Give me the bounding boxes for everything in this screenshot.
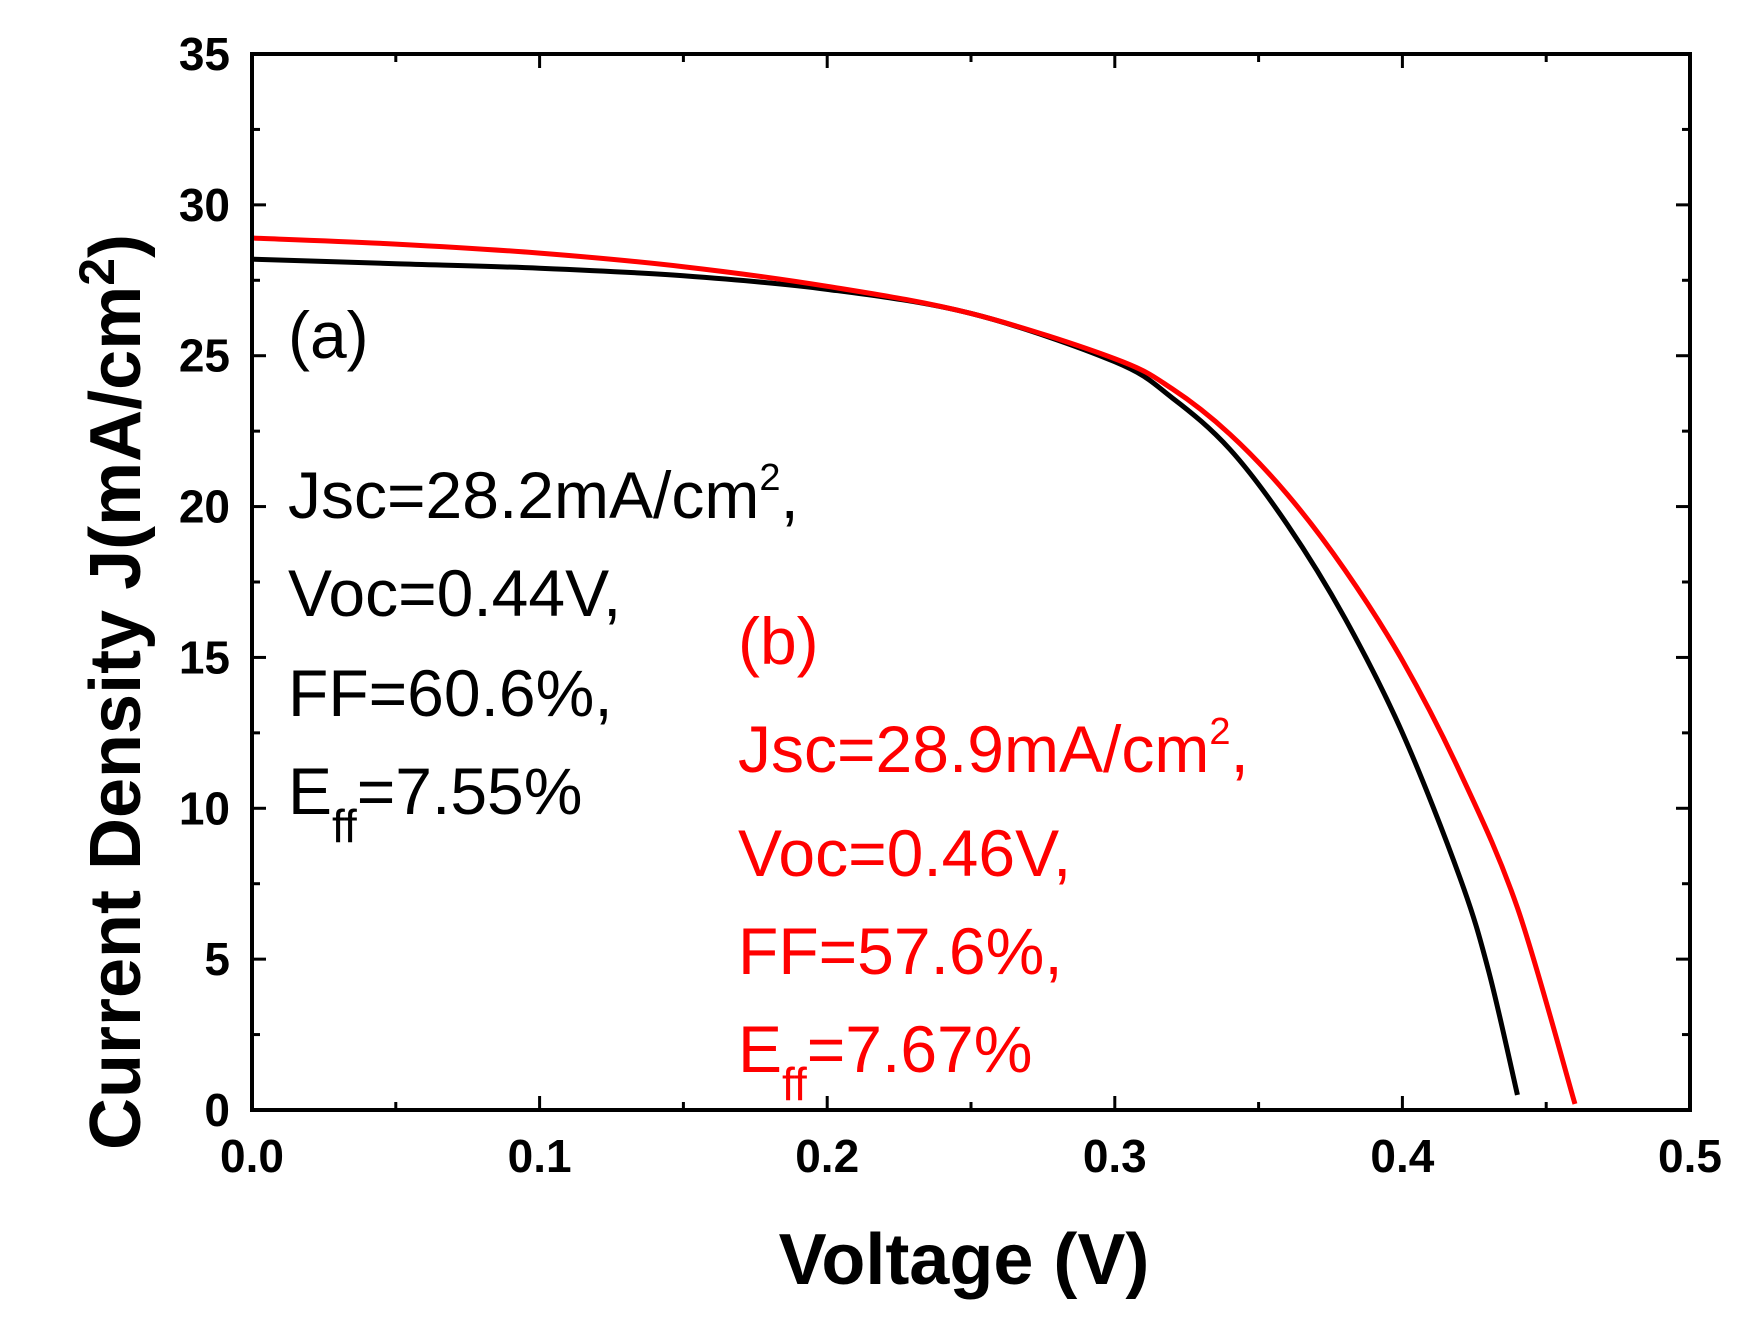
plot-frame xyxy=(250,52,1692,1112)
annotation-a-label: (a) xyxy=(288,298,369,372)
annotation-b-eff-e: E xyxy=(738,1012,782,1086)
y-axis-title: Current Density J(mA/cm2) xyxy=(69,234,156,1150)
annotation-b-eff: Eff=7.67% xyxy=(738,1012,1032,1110)
annotation-a-voc: Voc=0.44V, xyxy=(288,556,621,630)
annotation-a-jsc-base: Jsc=28.2mA/cm xyxy=(288,458,759,532)
annotation-b-ff: FF=57.6%, xyxy=(738,914,1063,988)
annotation-a-jsc-sup: 2 xyxy=(759,457,780,499)
annotation-a-eff-e: E xyxy=(288,754,332,828)
x-tick-label: 0.2 xyxy=(795,1130,859,1182)
annotation-a-jsc-tail: , xyxy=(780,458,798,532)
annotation-b-jsc: Jsc=28.9mA/cm2, xyxy=(738,711,1249,786)
x-tick-label: 0.5 xyxy=(1658,1130,1722,1182)
series-line-a xyxy=(251,256,1520,1096)
annotation-a-jsc: Jsc=28.2mA/cm2, xyxy=(288,457,799,532)
annotation-b: (b) Jsc=28.9mA/cm2, Voc=0.46V, FF=57.6%,… xyxy=(738,604,1249,1110)
annotation-b-jsc-tail: , xyxy=(1230,712,1248,786)
y-tick-label: 20 xyxy=(179,481,230,533)
annotation-a-eff-val: =7.55% xyxy=(357,754,583,828)
y-tick-label: 30 xyxy=(179,179,230,231)
y-axis-title-sup: 2 xyxy=(69,258,125,286)
annotation-b-label: (b) xyxy=(738,604,819,678)
y-tick-label: 5 xyxy=(204,933,230,985)
annotation-a-ff: FF=60.6%, xyxy=(288,656,613,730)
annotation-a-eff-sub: ff xyxy=(332,800,357,852)
y-tick-label: 10 xyxy=(179,782,230,834)
annotation-b-jsc-base: Jsc=28.9mA/cm xyxy=(738,712,1209,786)
x-axis-title: Voltage (V) xyxy=(779,1220,1150,1300)
y-tick-label: 0 xyxy=(204,1084,230,1136)
tick-labels: 0.0 0.1 0.2 0.3 0.4 0.5 0 5 10 15 20 25 30 35 xyxy=(179,28,1722,1182)
x-tick-label: 0.4 xyxy=(1370,1130,1434,1182)
series-line-b xyxy=(251,235,1578,1105)
y-axis-title-base: Current Density J(mA/cm xyxy=(76,286,156,1150)
annotation-b-eff-sub: ff xyxy=(782,1058,807,1110)
x-tick-label: 0.1 xyxy=(508,1130,572,1182)
annotation-b-jsc-sup: 2 xyxy=(1209,711,1230,753)
annotation-b-voc: Voc=0.46V, xyxy=(738,816,1071,890)
y-axis-title-close: ) xyxy=(76,234,156,258)
annotation-a: (a) Jsc=28.2mA/cm2, Voc=0.44V, FF=60.6%,… xyxy=(288,298,799,852)
y-tick-label: 35 xyxy=(179,28,230,80)
x-tick-label: 0.0 xyxy=(220,1130,284,1182)
y-tick-label: 15 xyxy=(179,631,230,683)
annotation-b-eff-val: =7.67% xyxy=(807,1012,1033,1086)
series-layer xyxy=(251,235,1578,1105)
x-tick-label: 0.3 xyxy=(1083,1130,1147,1182)
y-tick-label: 25 xyxy=(179,330,230,382)
annotation-a-eff: Eff=7.55% xyxy=(288,754,582,852)
